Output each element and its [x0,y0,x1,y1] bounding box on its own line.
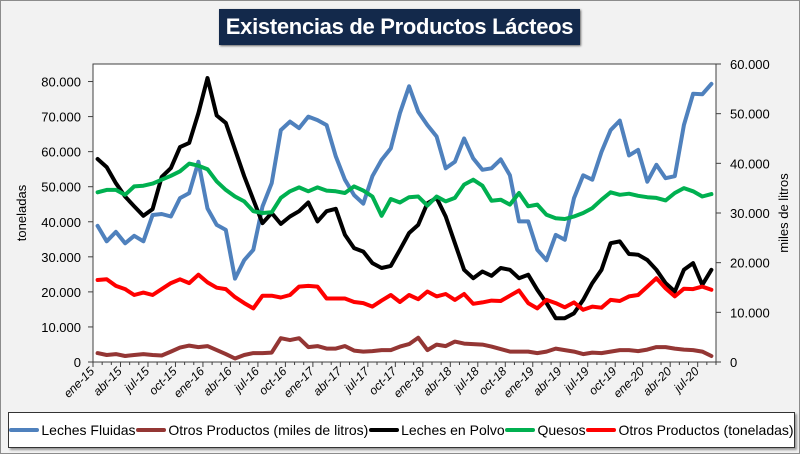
y2-tick-label: 60.000 [730,57,770,72]
y2-axis-label: miles de litros [776,173,791,253]
y-tick-label: 50.000 [41,180,81,195]
x-tick-label: ene-17 [281,363,318,400]
series-lines [95,76,714,361]
y-tick-label: 0 [74,355,81,370]
x-tick-label: jul-18 [450,364,482,396]
x-tick-label: jul-20 [670,364,702,396]
y-axis-label: toneladas [14,184,29,241]
series-line-1 [95,335,714,361]
legend-item: Leches en Polvo [369,422,505,438]
legend-item: Quesos [505,422,586,438]
y2-tick-label: 40.000 [730,156,770,171]
legend-swatch [505,428,536,432]
x-tick-label: jul-15 [120,364,152,396]
series-line-0 [95,81,714,281]
y-tick-label: 20.000 [41,285,81,300]
x-tick-label: jul-17 [340,363,373,396]
y-tick-label: 40.000 [41,215,81,230]
x-tick-label: jul-16 [230,364,262,396]
legend-swatch [586,428,617,432]
series-line-2 [95,76,714,321]
legend-swatch [136,428,167,432]
y2-tick-label: 50.000 [730,107,770,122]
legend-label: Leches Fluidas [41,422,136,438]
legend-item: Otros Productos (toneladas) [586,422,794,438]
series-line-4 [95,272,714,312]
x-tick-label: jul-19 [560,364,592,396]
y-tick-label: 30.000 [41,250,81,265]
left-axis: 0 10.000 20.000 30.000 40.000 50.000 60.000 70.… [41,75,93,370]
legend-swatch [9,428,40,432]
y-tick-label: 10.000 [41,320,81,335]
legend-label: Leches en Polvo [401,422,505,438]
x-tick-label: abr-20 [640,364,675,399]
x-tick-label: abr-17 [310,363,345,398]
x-tick-label: ene-20 [610,364,647,401]
legend-label: Otros Productos (miles de litros) [168,422,369,438]
x-tick-label: abr-19 [530,364,565,399]
y2-tick-label: 30.000 [730,206,770,221]
x-axis: ene-15abr-15jul-15oct-15ene-16abr-16jul-… [61,362,717,401]
legend-label: Quesos [537,422,586,438]
x-tick-label: ene-18 [391,364,428,401]
x-tick-label: ene-19 [501,364,538,401]
y-tick-label: 80.000 [41,75,81,90]
legend-item: Leches Fluidas [9,422,136,438]
series-line-3 [95,161,714,221]
legend-item: Otros Productos (miles de litros) [136,422,368,438]
plot-area [92,63,717,363]
x-tick-label: abr-15 [90,364,125,399]
y2-tick-label: 0 [730,355,737,370]
y-tick-label: 60.000 [41,145,81,160]
y2-tick-label: 10.000 [730,305,770,320]
right-axis: 0 10.000 20.000 30.000 40.000 50.000 60.000 [716,57,770,370]
x-tick-label: ene-16 [171,364,208,401]
legend-label: Otros Productos (toneladas) [618,422,794,438]
y2-tick-label: 20.000 [730,256,770,271]
legend-swatch [369,428,400,432]
y-tick-label: 70.000 [41,110,81,125]
x-tick-label: abr-16 [200,364,235,399]
x-tick-label: abr-18 [420,364,455,399]
chart-title: Existencias de Productos Lácteos [219,9,580,45]
legend: Leches Fluidas Otros Productos (miles de … [8,412,795,448]
